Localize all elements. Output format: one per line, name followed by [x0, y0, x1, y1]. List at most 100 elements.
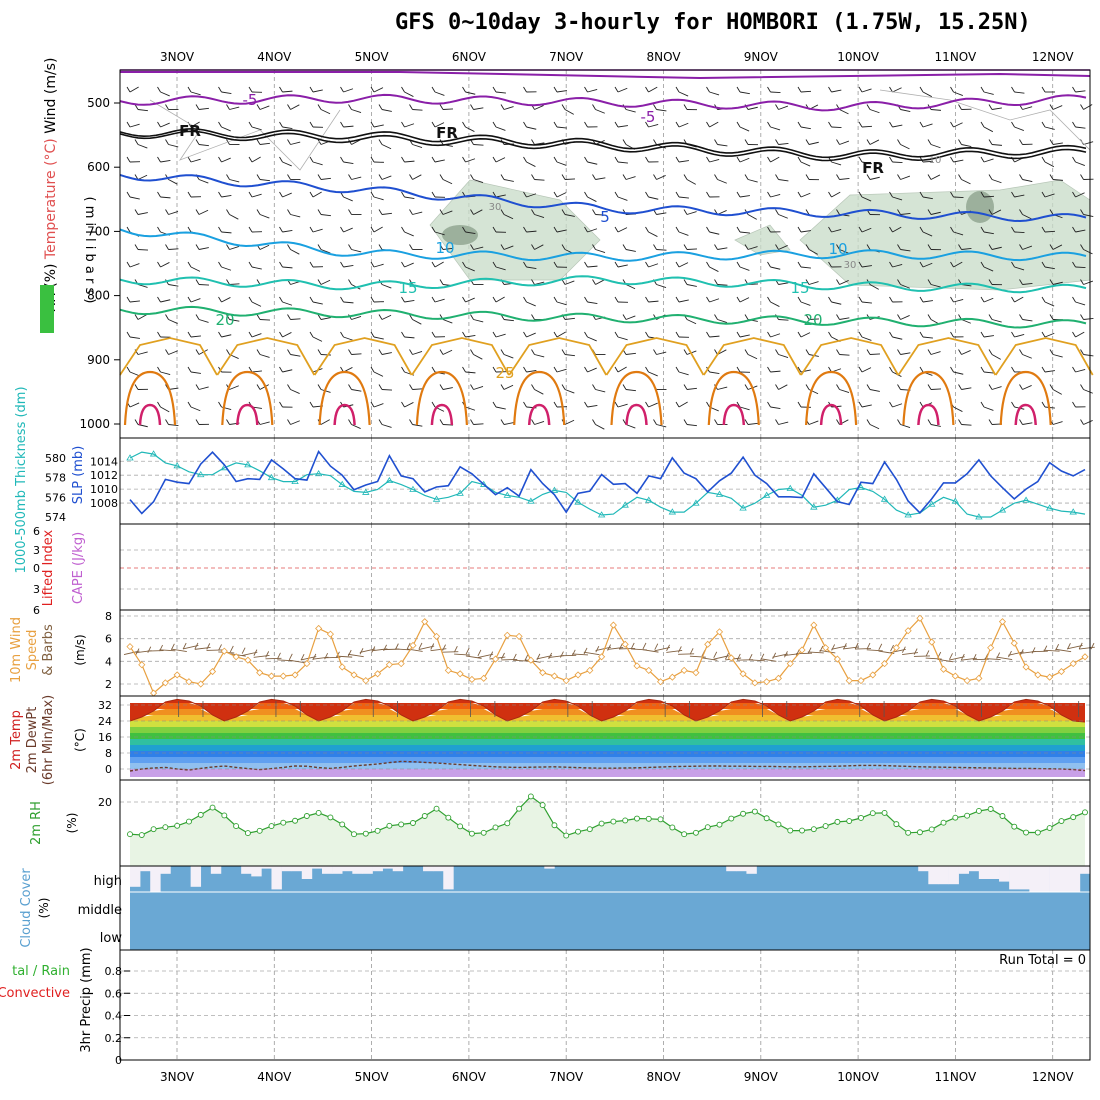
wind-barb: [226, 419, 230, 425]
y-tick-label-slp: 1008: [90, 497, 118, 510]
wind-barb: [1011, 401, 1015, 408]
wind-barb: [381, 212, 392, 215]
wind-barb: [160, 122, 170, 128]
wind-barb: [747, 214, 757, 220]
wind-barb: [198, 386, 209, 390]
wind-barb: [1019, 139, 1023, 145]
date-label-bottom-11NOV: 11NOV: [935, 1070, 977, 1084]
wind-barb: [229, 214, 239, 220]
wind-barb: [564, 419, 575, 425]
wind-barb: [462, 86, 466, 93]
wind-barb-10m: [713, 655, 730, 660]
wind-barb: [226, 104, 230, 110]
wind-barb: [675, 296, 680, 303]
isotherm-line-35: [430, 403, 454, 426]
wind-barb: [348, 244, 352, 250]
wind-barb: [648, 231, 658, 237]
wind-barb-10m: [630, 642, 635, 650]
rh-point: [386, 822, 393, 829]
wind-barb: [348, 384, 352, 390]
wind-barb: [160, 371, 171, 376]
wind-speed-point: [892, 644, 900, 652]
wind-barb: [675, 191, 680, 198]
wind-barb: [370, 331, 375, 338]
wind-barb: [1049, 244, 1054, 250]
wind-barb: [221, 334, 232, 338]
wind-barb: [770, 193, 781, 198]
wind-barb: [1049, 314, 1054, 320]
wind-barb: [988, 384, 993, 390]
wind-barb: [282, 126, 293, 130]
wind-barb: [564, 109, 574, 115]
rh-shaded-area: [966, 191, 994, 223]
contour-label: -5: [641, 108, 656, 126]
wind-barb: [431, 226, 436, 233]
wind-barb-10m: [135, 648, 140, 655]
wind-barb: [1049, 104, 1054, 110]
wind-speed-point: [1057, 667, 1065, 676]
wind-barb: [1022, 245, 1033, 250]
wind-barb: [279, 121, 283, 128]
wind-barb: [401, 331, 405, 338]
wind-barb: [953, 261, 963, 268]
wind-barb: [617, 403, 628, 408]
wind-barb: [869, 424, 880, 430]
ylabel-part: 2m DewPt: [25, 707, 40, 774]
wind-barb: [348, 349, 352, 355]
thickness-point: [668, 508, 677, 515]
wind-barb: [836, 314, 840, 320]
wind-barb: [312, 161, 323, 166]
thickness-point: [810, 503, 818, 510]
wind-barb: [770, 370, 781, 373]
y-tick-label-slp: 1010: [90, 483, 118, 496]
wind-speed-point: [656, 678, 665, 686]
wind-barb: [919, 401, 924, 408]
wind-barb: [808, 249, 818, 255]
wind-speed-point: [833, 655, 841, 663]
wind-barb: [770, 266, 781, 270]
wind-barb: [157, 191, 161, 198]
wind-barb: [900, 352, 911, 355]
wind-barb: [1052, 142, 1063, 145]
wind-barb: [1049, 279, 1054, 285]
rh-point: [586, 826, 593, 833]
wind-barb: [526, 161, 536, 167]
wind-speed-point: [232, 653, 240, 661]
wind-barb-10m: [689, 655, 706, 658]
wind-barb: [404, 160, 415, 163]
wind-barb: [317, 314, 322, 320]
wind-barb: [373, 124, 384, 128]
wind-barb: [767, 401, 771, 408]
isotherm-line-25: [119, 337, 218, 376]
wind-barb: [290, 141, 301, 145]
wind-barb: [157, 226, 161, 233]
wind-barb: [500, 384, 505, 390]
wind-barb: [409, 419, 413, 425]
wind-barb-10m: [1008, 651, 1024, 656]
wind-barb: [279, 156, 283, 163]
wind-barb: [195, 209, 200, 215]
wind-barb: [839, 140, 850, 145]
wind-barb: [858, 86, 863, 93]
wind-barb: [584, 261, 588, 268]
rh-point: [539, 802, 546, 809]
wind-barb: [279, 401, 283, 408]
date-label-bottom-4NOV: 4NOV: [257, 1070, 292, 1084]
wind-barb: [381, 284, 392, 289]
wind-barb-10m: [324, 652, 329, 660]
wind-barb: [492, 191, 497, 198]
wind-barb: [866, 384, 871, 390]
wind-barb: [165, 244, 169, 250]
thickness-point: [574, 498, 582, 505]
wind-barb: [714, 139, 718, 145]
wind-barb: [470, 349, 474, 355]
wind-barb: [831, 161, 842, 166]
wind-barb: [251, 156, 261, 163]
wind-barb: [683, 419, 688, 425]
wind-barb: [129, 300, 140, 303]
wind-barb: [412, 388, 423, 390]
wind-barb: [617, 196, 628, 201]
wind-barb: [1052, 389, 1062, 395]
wind-barb: [980, 121, 985, 128]
wind-barb: [897, 174, 901, 180]
